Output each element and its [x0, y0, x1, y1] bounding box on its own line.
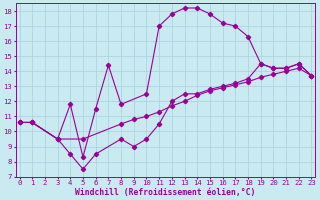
X-axis label: Windchill (Refroidissement éolien,°C): Windchill (Refroidissement éolien,°C) [75, 188, 256, 197]
